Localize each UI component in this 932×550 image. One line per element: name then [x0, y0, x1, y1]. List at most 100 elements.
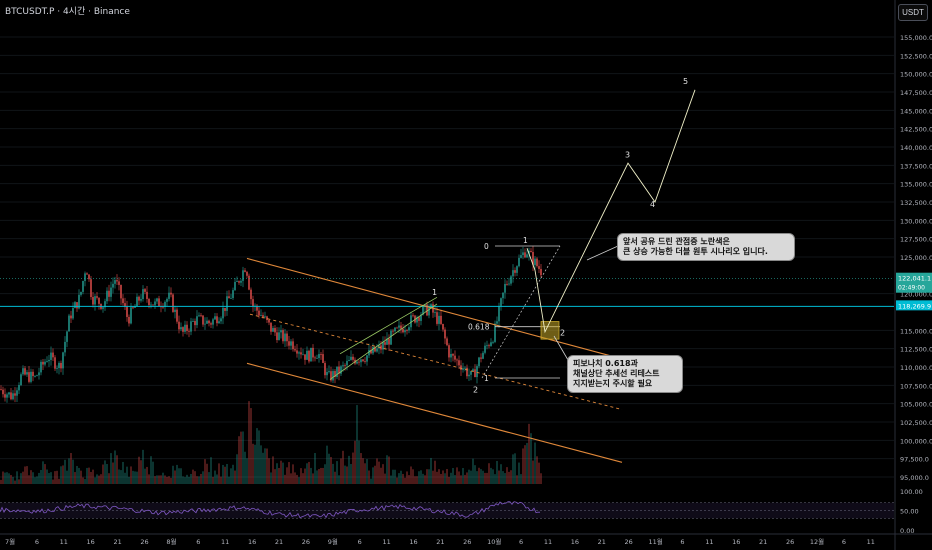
- candle-body: [518, 257, 520, 267]
- candle-body: [368, 349, 370, 356]
- x-tick-label: 6: [35, 538, 39, 546]
- candle-body: [474, 369, 476, 378]
- note-double-one-two[interactable]: 앞서 공유 드린 관점중 노란색은 큰 상승 가능한 더블 원투 시나리오 입니…: [617, 233, 795, 261]
- x-tick-label: 6: [519, 538, 523, 546]
- candle-body: [534, 258, 536, 266]
- candle-body: [162, 306, 164, 308]
- volume-bar: [380, 467, 382, 484]
- x-tick-label: 7월: [5, 537, 15, 546]
- candle-body: [332, 371, 334, 381]
- x-tick-label: 11: [221, 538, 229, 546]
- volume-bar: [18, 479, 20, 484]
- note-fib-retest[interactable]: 피보나치 0.618과 채널상단 추세선 리테스트 지지받는지 주시할 필요: [567, 355, 683, 393]
- candle-body: [166, 298, 168, 302]
- candle-body: [238, 281, 240, 283]
- currency-button[interactable]: USDT: [898, 4, 928, 21]
- candle-body: [176, 309, 178, 322]
- y-tick-label: 147,500.0: [900, 89, 932, 97]
- volume-bar: [214, 470, 216, 484]
- candle-body: [394, 327, 396, 332]
- candle-body: [330, 371, 332, 381]
- x-tick-label: 16: [409, 538, 417, 546]
- volume-bar: [36, 476, 38, 484]
- x-tick-label: 26: [302, 538, 310, 546]
- volume-bar: [182, 476, 184, 484]
- volume-bar: [498, 470, 500, 484]
- rising-channel-upper: [339, 296, 438, 355]
- volume-bar: [124, 472, 126, 484]
- candle-body: [220, 318, 222, 322]
- volume-bar: [258, 430, 260, 484]
- candle-body: [32, 371, 34, 377]
- fib-label-0: 0: [484, 242, 489, 251]
- volume-bar: [268, 458, 270, 484]
- volume-bar: [362, 458, 364, 484]
- volume-bar: [368, 470, 370, 484]
- rsi-band: [0, 502, 894, 519]
- rsi-tick-label: 0.00: [900, 527, 914, 535]
- candle-body: [182, 327, 184, 332]
- volume-bar: [536, 456, 538, 484]
- candle-body: [450, 353, 452, 358]
- volume-bar: [106, 464, 108, 484]
- candle-body: [446, 338, 448, 346]
- volume-bar: [136, 471, 138, 484]
- candle-body: [246, 271, 248, 276]
- candle-body: [134, 306, 136, 308]
- candle-body: [242, 270, 244, 281]
- volume-bar: [430, 457, 432, 484]
- candle-body: [48, 359, 50, 362]
- candle-body: [110, 287, 112, 297]
- candle-body: [292, 341, 294, 350]
- candle-body: [200, 315, 202, 317]
- x-tick-label: 11: [867, 538, 875, 546]
- candle-body: [196, 316, 198, 326]
- candle-body: [234, 281, 236, 291]
- candle-body: [108, 290, 110, 297]
- candle-body: [266, 316, 268, 320]
- volume-bar: [384, 473, 386, 484]
- candle-body: [148, 298, 150, 306]
- candle-body: [364, 361, 366, 362]
- candle-body: [352, 356, 354, 360]
- volume-bar: [172, 465, 174, 484]
- x-tick-label: 21: [598, 538, 606, 546]
- candle-body: [312, 347, 314, 358]
- candles: [0, 245, 542, 403]
- volume-bar: [354, 440, 356, 484]
- candle-body: [66, 331, 68, 342]
- x-tick-label: 26: [786, 538, 794, 546]
- candle-body: [540, 268, 542, 276]
- volume-bar: [440, 473, 442, 484]
- volume-bar: [230, 468, 232, 484]
- candle-body: [72, 308, 74, 319]
- candle-body: [274, 328, 276, 333]
- volume-bar: [166, 476, 168, 484]
- volume-bar: [408, 475, 410, 484]
- candle-body: [506, 283, 508, 285]
- candle-body: [92, 296, 94, 305]
- candle-body: [304, 354, 306, 360]
- candle-body: [252, 299, 254, 307]
- volume-bar: [228, 476, 230, 484]
- candle-body: [50, 352, 52, 360]
- volume-bar: [140, 460, 142, 484]
- y-tick-label: 132,500.0: [900, 199, 932, 207]
- candle-body: [132, 307, 134, 309]
- volume-bar: [236, 454, 238, 484]
- volume-bar: [158, 475, 160, 484]
- volume-bar: [338, 475, 340, 484]
- candle-body: [308, 350, 310, 362]
- volume-bar: [174, 470, 176, 484]
- volume-bar: [260, 445, 262, 484]
- candle-body: [294, 349, 296, 351]
- candle-body: [154, 301, 156, 306]
- volume-bar: [248, 401, 250, 484]
- volume-bar: [116, 455, 118, 484]
- volume-bar: [144, 468, 146, 484]
- x-tick-label: 11: [705, 538, 713, 546]
- volume-bar: [418, 471, 420, 484]
- volume-bar: [178, 468, 180, 484]
- candle-body: [350, 356, 352, 360]
